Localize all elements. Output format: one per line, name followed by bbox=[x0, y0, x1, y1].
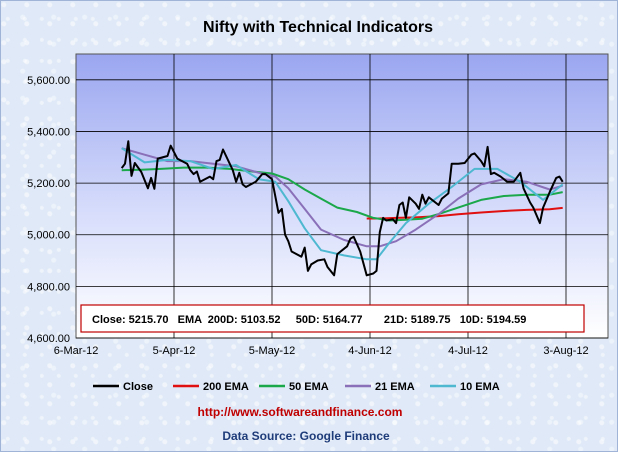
y-tick-label: 5,600.00 bbox=[27, 75, 70, 87]
legend: Close 200 EMA 50 EMA 21 EMA 10 EMA bbox=[93, 381, 500, 393]
legend-label: 10 EMA bbox=[460, 381, 500, 393]
y-tick-label: 5,000.00 bbox=[27, 230, 70, 242]
data-source: Data Source: Google Finance bbox=[222, 429, 390, 443]
info-box-border bbox=[80, 304, 585, 333]
y-tick-label: 4,800.00 bbox=[27, 281, 70, 293]
legend-label: 200 EMA bbox=[203, 381, 249, 393]
source-url[interactable]: http://www.softwareandfinance.com bbox=[198, 405, 403, 419]
x-tick-label: 6-Mar-12 bbox=[54, 345, 99, 357]
x-tick-label: 4-Jul-12 bbox=[448, 345, 488, 357]
series-lines bbox=[120, 140, 564, 277]
legend-label: 50 EMA bbox=[289, 381, 329, 393]
legend-label: 21 EMA bbox=[375, 381, 415, 393]
x-tick-label: 3-Aug-12 bbox=[543, 345, 588, 357]
x-axis: 6-Mar-12 5-Apr-12 5-May-12 4-Jun-12 4-Jul-12… bbox=[54, 345, 589, 357]
x-tick-label: 4-Jun-12 bbox=[348, 345, 391, 357]
x-tick-label: 5-May-12 bbox=[249, 345, 295, 357]
y-tick-label: 5,200.00 bbox=[27, 178, 70, 190]
series-line-21-ema bbox=[121, 147, 563, 248]
x-tick-label: 5-Apr-12 bbox=[153, 345, 196, 357]
y-tick-label: 5,400.00 bbox=[27, 126, 70, 138]
info-box-text: Close: 5215.70 EMA 200D: 5103.52 50D: 51… bbox=[92, 314, 526, 326]
info-box: Close: 5215.70 EMA 200D: 5103.52 50D: 51… bbox=[80, 304, 585, 333]
series-line-close bbox=[120, 140, 564, 277]
grid-lines bbox=[76, 54, 608, 339]
y-axis: 4,600.00 4,800.00 5,000.00 5,200.00 5,400.00… bbox=[27, 75, 70, 345]
legend-label: Close bbox=[123, 381, 153, 393]
series-line-10-ema bbox=[121, 147, 564, 261]
y-tick-label: 4,600.00 bbox=[27, 333, 70, 345]
plot-area bbox=[75, 53, 609, 339]
series-line-50-ema bbox=[121, 166, 563, 222]
chart-title: Nifty with Technical Indicators bbox=[203, 19, 433, 36]
